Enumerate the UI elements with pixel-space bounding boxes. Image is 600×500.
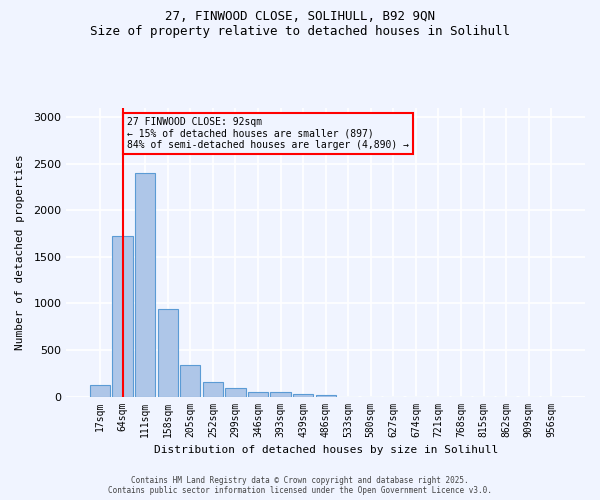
X-axis label: Distribution of detached houses by size in Solihull: Distribution of detached houses by size …	[154, 445, 498, 455]
Text: 27, FINWOOD CLOSE, SOLIHULL, B92 9QN
Size of property relative to detached house: 27, FINWOOD CLOSE, SOLIHULL, B92 9QN Siz…	[90, 10, 510, 38]
Bar	[203, 382, 223, 396]
Bar	[271, 392, 290, 396]
Bar	[90, 386, 110, 396]
Y-axis label: Number of detached properties: Number of detached properties	[15, 154, 25, 350]
Bar	[180, 365, 200, 396]
Bar	[248, 392, 268, 396]
Text: 27 FINWOOD CLOSE: 92sqm
← 15% of detached houses are smaller (897)
84% of semi-d: 27 FINWOOD CLOSE: 92sqm ← 15% of detache…	[127, 116, 409, 150]
Bar	[135, 173, 155, 396]
Bar	[112, 236, 133, 396]
Bar	[316, 394, 336, 396]
Text: Contains HM Land Registry data © Crown copyright and database right 2025.
Contai: Contains HM Land Registry data © Crown c…	[108, 476, 492, 495]
Bar	[225, 388, 245, 396]
Bar	[293, 394, 313, 396]
Bar	[158, 309, 178, 396]
